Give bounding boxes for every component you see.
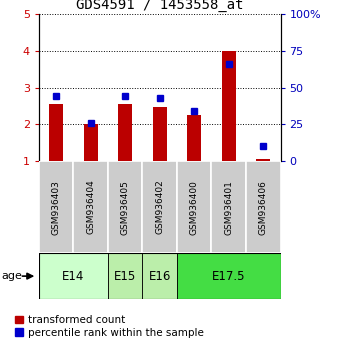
Bar [177, 253, 281, 299]
Bar [39, 161, 73, 253]
Text: E14: E14 [62, 270, 84, 282]
Bar [84, 124, 98, 161]
Text: E16: E16 [148, 270, 171, 282]
Bar [108, 253, 142, 299]
Bar [153, 107, 167, 161]
Text: GSM936406: GSM936406 [259, 179, 268, 235]
Title: GDS4591 / 1453558_at: GDS4591 / 1453558_at [76, 0, 243, 12]
Legend: transformed count, percentile rank within the sample: transformed count, percentile rank withi… [15, 315, 204, 338]
Bar [49, 104, 63, 161]
Bar [256, 159, 270, 161]
Bar [212, 161, 246, 253]
Bar [108, 161, 142, 253]
Bar [187, 115, 201, 161]
Bar [142, 253, 177, 299]
Bar [222, 51, 236, 161]
Bar [177, 161, 212, 253]
Bar [73, 161, 108, 253]
Text: age: age [2, 271, 23, 281]
Text: GSM936403: GSM936403 [52, 179, 61, 235]
Text: GSM936402: GSM936402 [155, 180, 164, 234]
Bar [118, 104, 132, 161]
Text: E15: E15 [114, 270, 136, 282]
Bar [142, 161, 177, 253]
Text: GSM936405: GSM936405 [121, 179, 130, 235]
Text: GSM936404: GSM936404 [86, 180, 95, 234]
Text: GSM936401: GSM936401 [224, 179, 233, 235]
Text: GSM936400: GSM936400 [190, 179, 199, 235]
Text: E17.5: E17.5 [212, 270, 245, 282]
Bar [246, 161, 281, 253]
Bar [39, 253, 108, 299]
